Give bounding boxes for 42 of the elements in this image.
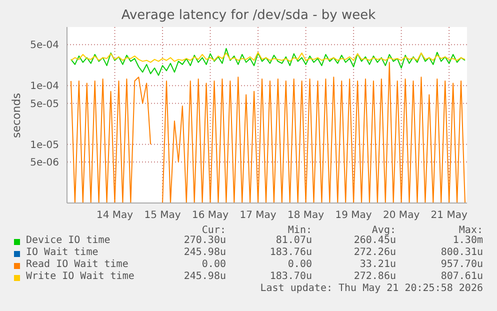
legend-label: IO Wait time <box>26 247 98 258</box>
text: 807.61u <box>440 271 483 282</box>
y-axis-title: seconds <box>10 92 22 138</box>
x-tick-label: 15 May <box>144 210 181 222</box>
x-tick-label: 18 May <box>288 210 324 222</box>
text: 183.70u <box>270 271 312 282</box>
y-tick-label: 1e-04 <box>30 81 59 92</box>
text: 0.00 <box>288 259 312 270</box>
x-tick-label: 14 May <box>96 210 134 222</box>
y-tick-label: 5e-05 <box>30 98 59 110</box>
text: 272.26u <box>354 247 396 258</box>
legend-label: Device IO time <box>26 235 110 246</box>
text: 183.76u <box>270 247 312 258</box>
x-tick-label: 16 May <box>192 210 229 222</box>
x-tick-label: 17 May <box>240 210 276 222</box>
x-tick-label: 20 May <box>383 210 420 222</box>
y-tick-label: 5e-06 <box>30 158 59 169</box>
text: 272.86u <box>354 271 396 282</box>
line-series <box>70 48 466 76</box>
text: 1.30m <box>452 235 483 246</box>
legend-label: Read IO Wait time <box>26 259 128 270</box>
text: 33.21u <box>360 259 396 270</box>
text: 245.98u <box>184 271 226 282</box>
text: 245.98u <box>184 247 226 258</box>
x-tick-label: 21 May <box>430 210 468 222</box>
text: Avg: <box>372 225 396 236</box>
text: 800.31u <box>440 247 483 258</box>
chart-title: Average latency for /dev/sda - by week <box>120 8 377 23</box>
text: Last update: Thu May 21 20:25:58 2026 <box>260 283 483 294</box>
line-series <box>70 52 466 63</box>
y-tick-label: 5e-04 <box>30 40 59 52</box>
text: 0.00 <box>202 259 226 270</box>
text: 270.30u <box>184 235 226 246</box>
text: 81.07u <box>276 235 312 246</box>
y-tick-label: 1e-05 <box>30 140 59 151</box>
text: Min: <box>288 225 312 236</box>
x-tick-label: 19 May <box>335 210 372 222</box>
legend-label: Write IO Wait time <box>26 271 134 282</box>
text: 260.45u <box>354 235 396 246</box>
text: 957.70u <box>440 259 483 270</box>
text: Max: <box>458 225 483 236</box>
text: Cur: <box>202 225 226 236</box>
